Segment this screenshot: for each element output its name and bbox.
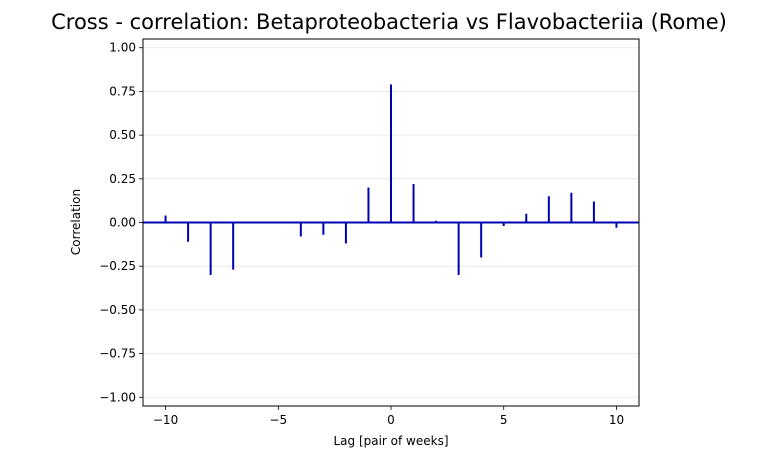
y-tick-label: 0.50 [109,128,136,142]
y-axis-ticks: −1.00 −0.75 −0.50 −0.25 0.00 0.25 0.50 0.75 1.00 [99,41,143,404]
y-tick-label: 0.75 [109,84,136,98]
x-tick-label: −10 [153,413,178,427]
x-tick-label: 0 [387,413,395,427]
chart-title: Cross - correlation: Betaproteobacteria … [51,10,727,34]
stem-series [164,84,618,275]
y-axis-label: Correlation [69,189,83,255]
y-tick-label: −1.00 [99,390,136,404]
x-tick-label: 5 [500,413,508,427]
y-tick-label: −0.75 [99,347,136,361]
x-axis-ticks: −10 −5 0 5 10 [153,406,624,427]
y-tick-label: 0.00 [109,216,136,230]
x-axis-label: Lag [pair of weeks] [333,434,448,448]
y-tick-label: −0.50 [99,303,136,317]
x-tick-label: −5 [269,413,287,427]
x-tick-label: 10 [609,413,624,427]
y-tick-label: 1.00 [109,41,136,55]
y-tick-label: −0.25 [99,259,136,273]
y-tick-label: 0.25 [109,172,136,186]
